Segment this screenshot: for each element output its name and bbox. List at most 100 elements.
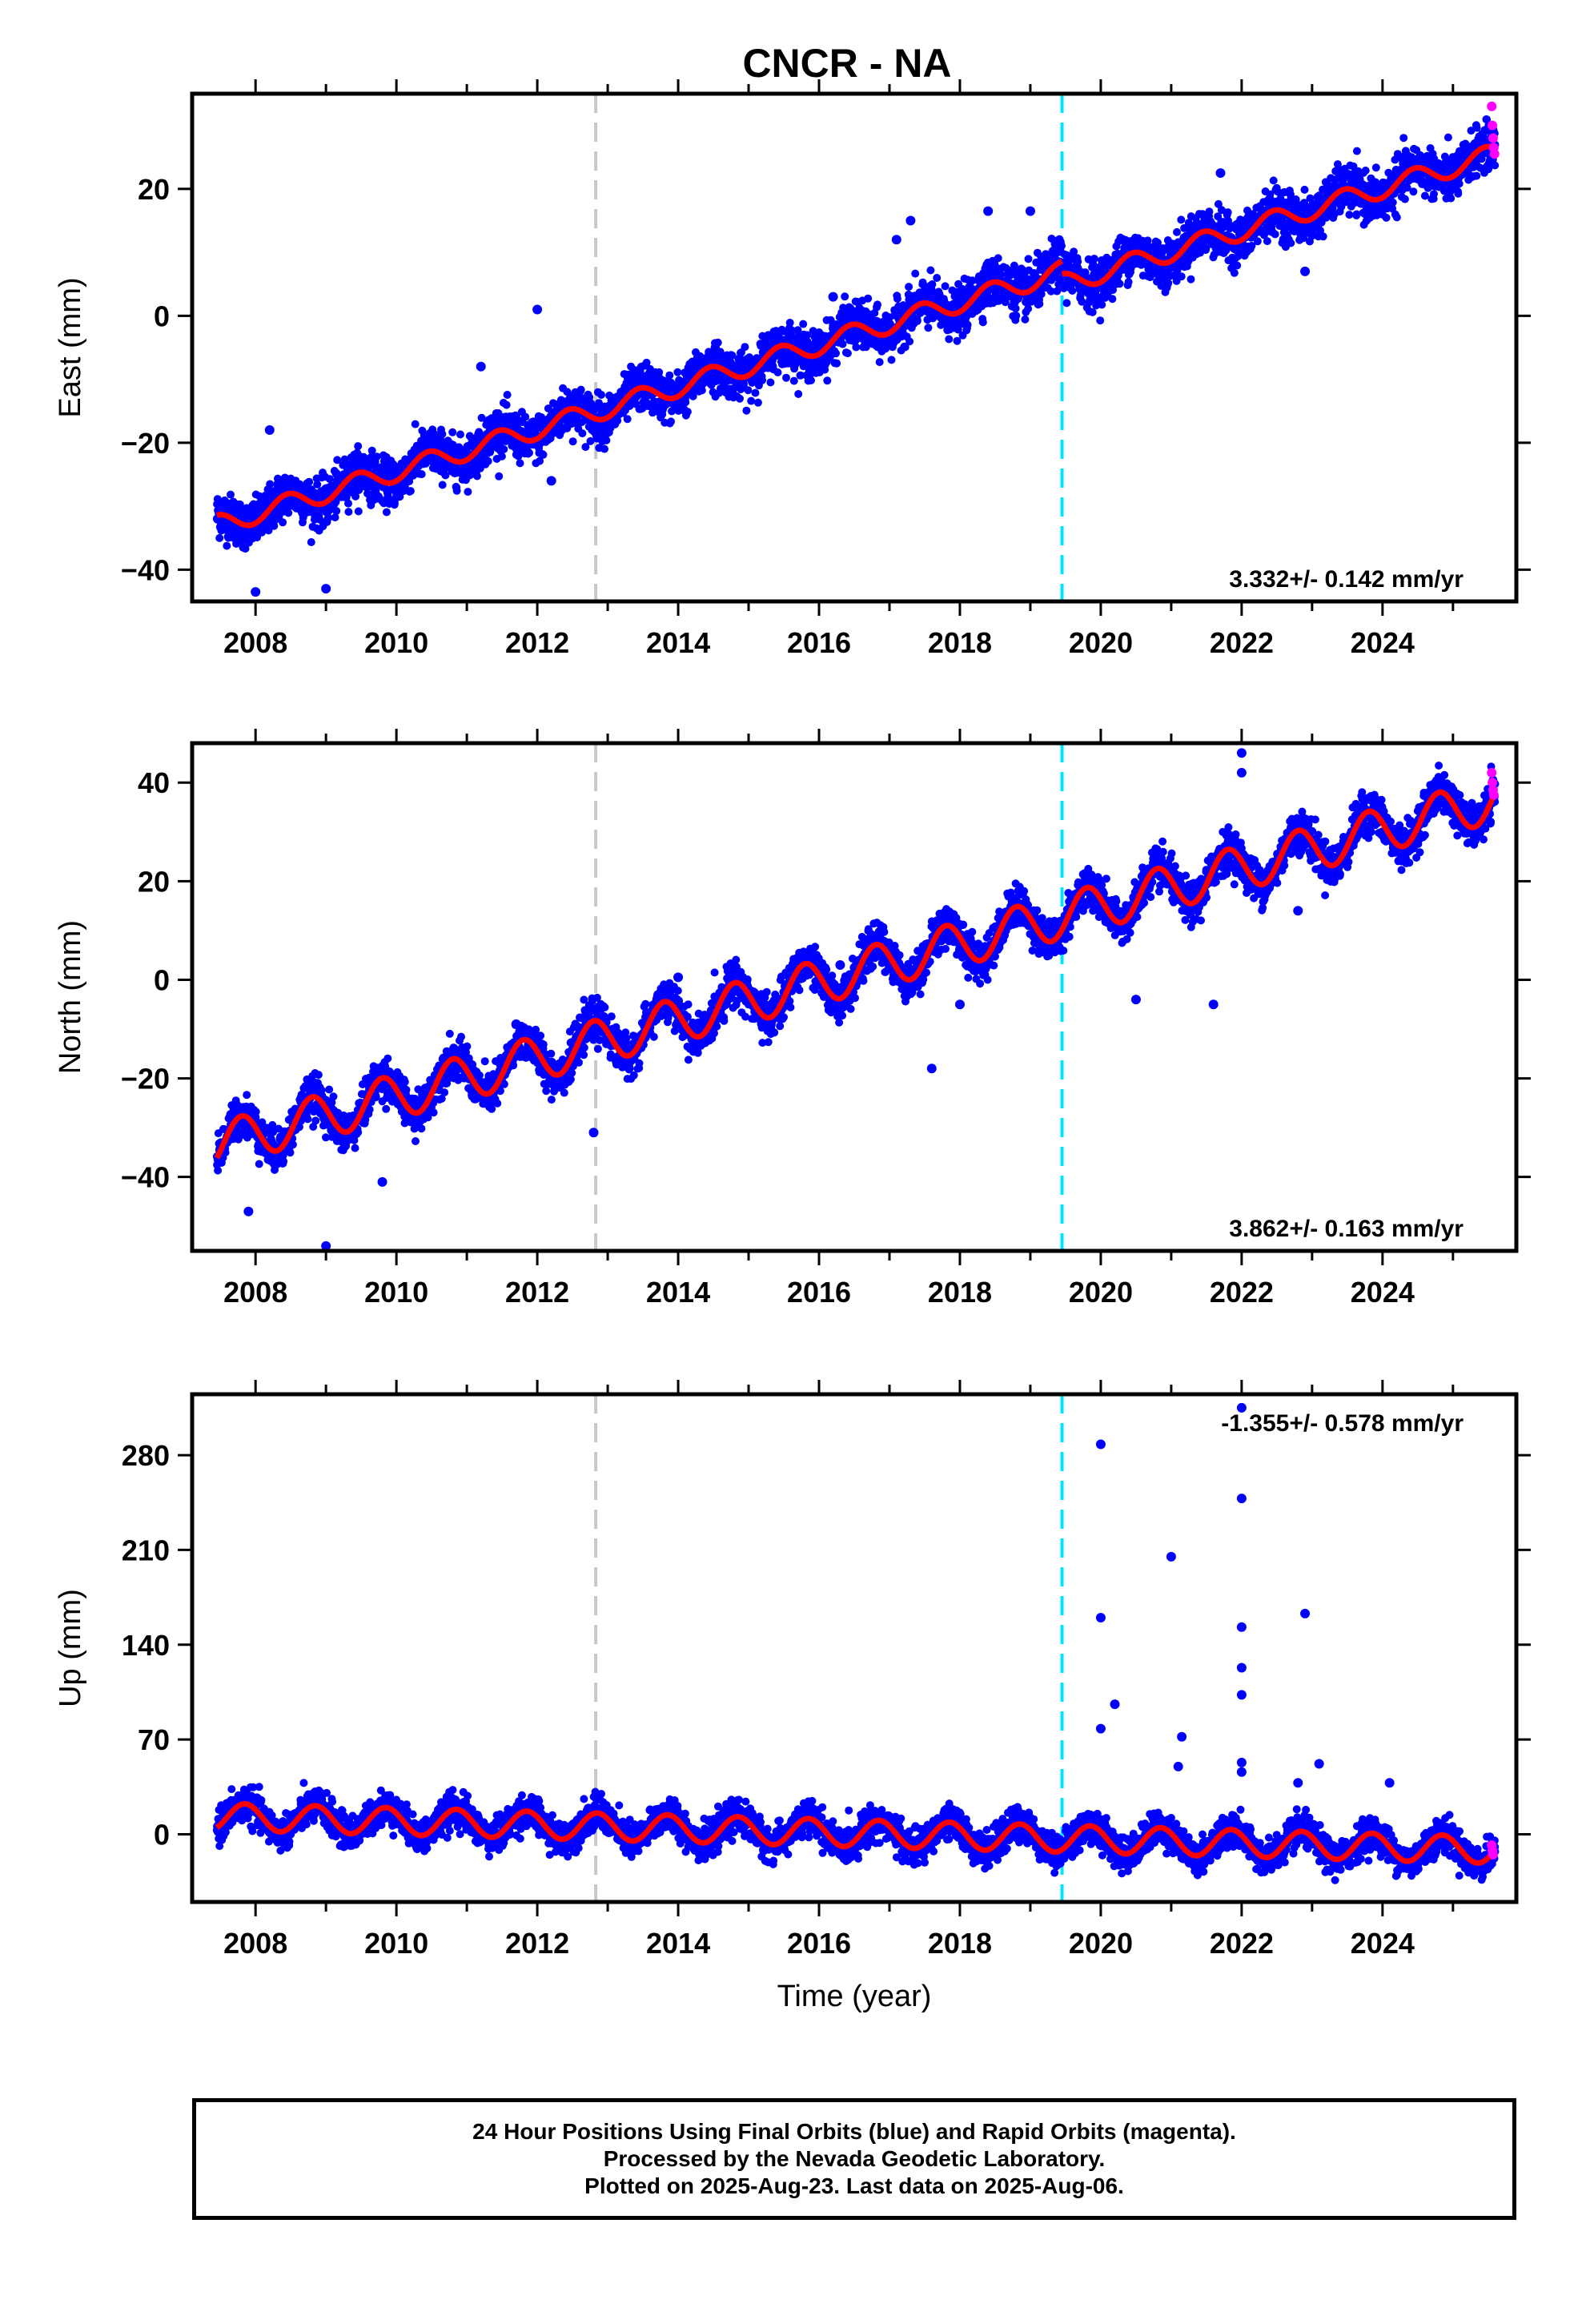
final-point xyxy=(1269,176,1278,185)
final-point xyxy=(926,266,935,275)
outlier-point xyxy=(905,215,916,226)
final-point xyxy=(1352,147,1361,155)
final-point xyxy=(405,477,414,485)
final-point xyxy=(1088,308,1097,316)
final-point xyxy=(325,475,334,484)
final-point xyxy=(924,324,933,332)
final-point xyxy=(213,495,222,504)
final-point xyxy=(1186,275,1195,283)
final-point xyxy=(448,428,457,436)
x-tick-label: 2014 xyxy=(646,626,710,659)
final-point xyxy=(1345,211,1354,219)
x-tick-label: 2008 xyxy=(223,626,287,659)
final-point xyxy=(873,300,881,309)
outlier-point xyxy=(251,587,261,597)
final-point xyxy=(875,358,884,367)
final-point xyxy=(928,280,937,288)
final-point xyxy=(773,368,782,376)
x-tick-label: 2022 xyxy=(1210,626,1274,659)
final-point xyxy=(417,470,426,479)
final-point xyxy=(905,283,913,292)
final-point xyxy=(438,480,447,489)
final-point xyxy=(785,319,794,327)
final-point xyxy=(363,489,371,498)
final-point xyxy=(1053,287,1062,296)
final-point xyxy=(1164,279,1173,287)
x-tick-label: 2010 xyxy=(364,626,428,659)
final-point xyxy=(642,358,651,367)
final-point xyxy=(351,492,360,501)
final-point xyxy=(372,452,381,461)
final-point xyxy=(456,430,464,439)
final-point xyxy=(1115,279,1124,288)
final-point xyxy=(994,254,1002,263)
final-point xyxy=(1447,194,1456,203)
final-point xyxy=(673,368,682,376)
final-point xyxy=(796,371,805,380)
final-point xyxy=(963,320,972,329)
final-point xyxy=(324,513,333,522)
final-point xyxy=(1090,255,1098,263)
final-point xyxy=(1300,185,1309,194)
final-point xyxy=(279,518,287,527)
final-point xyxy=(1371,163,1380,172)
final-point xyxy=(789,376,798,385)
outlier-point xyxy=(476,361,486,372)
final-point xyxy=(354,442,363,451)
final-point xyxy=(1205,207,1214,216)
final-point xyxy=(913,316,921,325)
final-point xyxy=(741,343,749,352)
final-point xyxy=(665,371,674,380)
final-point xyxy=(1382,213,1391,222)
final-point xyxy=(241,545,250,553)
final-point xyxy=(753,398,762,407)
final-point xyxy=(452,486,461,495)
final-point xyxy=(243,1091,251,1100)
final-point xyxy=(1472,171,1481,180)
final-point xyxy=(833,359,841,368)
y-axis-label: East (mm) xyxy=(54,277,87,417)
final-point xyxy=(1012,312,1021,320)
final-point xyxy=(586,436,595,445)
final-point xyxy=(313,480,322,489)
final-point xyxy=(495,472,504,480)
final-point xyxy=(697,386,706,395)
final-point xyxy=(978,318,987,327)
final-point xyxy=(441,471,450,480)
final-point xyxy=(1491,161,1500,170)
final-point xyxy=(1271,230,1279,239)
final-point xyxy=(266,480,275,489)
outlier-point xyxy=(828,292,838,302)
final-point xyxy=(841,292,849,301)
final-point xyxy=(1233,261,1242,270)
final-point xyxy=(864,294,873,303)
final-point xyxy=(1021,315,1030,324)
final-point xyxy=(1096,316,1105,325)
final-point xyxy=(742,406,751,415)
final-point xyxy=(1388,198,1397,207)
rapid-orbit-point xyxy=(1489,149,1500,159)
outlier-point xyxy=(264,425,275,436)
y-tick-label: −40 xyxy=(121,553,170,586)
outlier-point xyxy=(983,206,994,216)
y-tick-label: 20 xyxy=(138,173,170,206)
final-point xyxy=(1253,237,1262,246)
final-point xyxy=(307,538,315,546)
final-point xyxy=(1068,287,1077,295)
final-point xyxy=(713,338,722,347)
final-point xyxy=(438,430,447,439)
final-point xyxy=(1319,232,1327,241)
final-point xyxy=(494,409,503,417)
figure-title: CNCR - NA xyxy=(742,41,951,86)
final-point xyxy=(852,343,861,352)
x-tick-label: 2016 xyxy=(787,626,851,659)
final-point xyxy=(544,404,552,413)
final-point xyxy=(568,437,577,446)
final-point xyxy=(794,390,803,398)
final-point xyxy=(525,448,533,457)
final-orbit-points xyxy=(212,748,1500,1251)
y-tick-label: 0 xyxy=(154,300,170,332)
outlier-point xyxy=(1215,168,1226,179)
final-point xyxy=(477,413,486,422)
